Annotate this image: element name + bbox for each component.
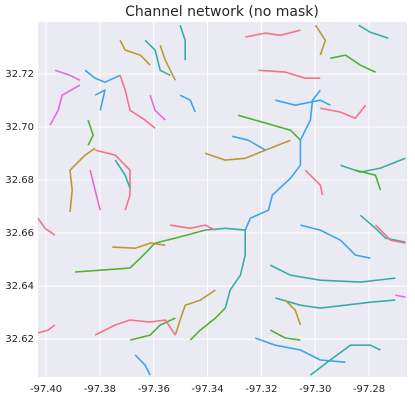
channel-line [275, 297, 396, 309]
channel-line [174, 289, 216, 336]
x-tick-label: -97.32 [245, 384, 277, 395]
x-tick-label: -97.34 [191, 384, 223, 395]
channel-line [170, 224, 216, 231]
channel-line [112, 242, 166, 249]
channel-line [304, 169, 324, 196]
y-tick-label: 32.66 [5, 228, 34, 239]
channel-line [299, 89, 321, 141]
channels [38, 24, 406, 376]
channel-line [314, 24, 327, 56]
channel-line [129, 317, 176, 341]
channel-line [300, 224, 371, 259]
channel-line [330, 54, 376, 73]
channel-line [189, 307, 226, 341]
channel-line [119, 75, 156, 129]
channel-line [359, 214, 406, 243]
x-tick-label: -97.38 [84, 384, 116, 395]
channel-line [179, 24, 186, 61]
channel-line [269, 264, 396, 283]
channel-line [84, 69, 121, 83]
chart-title: Channel network (no mask) [125, 4, 319, 20]
y-tick-label: 32.70 [5, 122, 34, 133]
channel-line [114, 159, 131, 189]
x-tick-label: -97.28 [353, 384, 385, 395]
channel-line [149, 94, 166, 121]
channel-line [395, 294, 406, 298]
channel-line [340, 157, 406, 173]
y-tick-label: 32.72 [5, 69, 34, 80]
channel-line [94, 89, 106, 111]
channel-line [205, 227, 246, 231]
channel-line [358, 24, 389, 39]
channel-line [284, 299, 302, 326]
channel-line [204, 139, 291, 161]
channel-line [159, 45, 177, 81]
channel-line [224, 230, 246, 309]
plot-background [38, 22, 407, 377]
channel-line [38, 324, 56, 334]
channel-line [275, 99, 331, 106]
channel-line [54, 69, 81, 82]
channel-line [87, 119, 94, 146]
channel-line [258, 69, 321, 79]
x-tick-label: -97.36 [138, 384, 170, 395]
channel-line [134, 354, 151, 376]
y-tick-label: 32.68 [5, 175, 34, 186]
channel-line [374, 224, 406, 244]
channel-line [309, 344, 381, 376]
channel-line [232, 135, 266, 151]
x-tick-label: -97.40 [30, 384, 62, 395]
channel-line [237, 114, 301, 141]
channel-line [179, 94, 196, 113]
channel-line [69, 147, 96, 213]
channel-line [75, 229, 206, 273]
y-tick-label: 32.64 [5, 281, 34, 292]
channel-line [144, 39, 171, 77]
channel-line [94, 149, 131, 211]
channel-line [245, 29, 301, 38]
channel-line [269, 329, 301, 341]
channel-line [119, 39, 151, 66]
channel-line [244, 140, 302, 231]
channel-line [89, 170, 101, 211]
channel-line [38, 217, 56, 236]
channel-line [49, 84, 81, 126]
x-tick-label: -97.30 [299, 384, 331, 395]
channel-line [320, 104, 367, 119]
y-tick-label: 32.62 [5, 334, 34, 345]
channel-line [355, 169, 382, 191]
channel-line [94, 319, 176, 336]
